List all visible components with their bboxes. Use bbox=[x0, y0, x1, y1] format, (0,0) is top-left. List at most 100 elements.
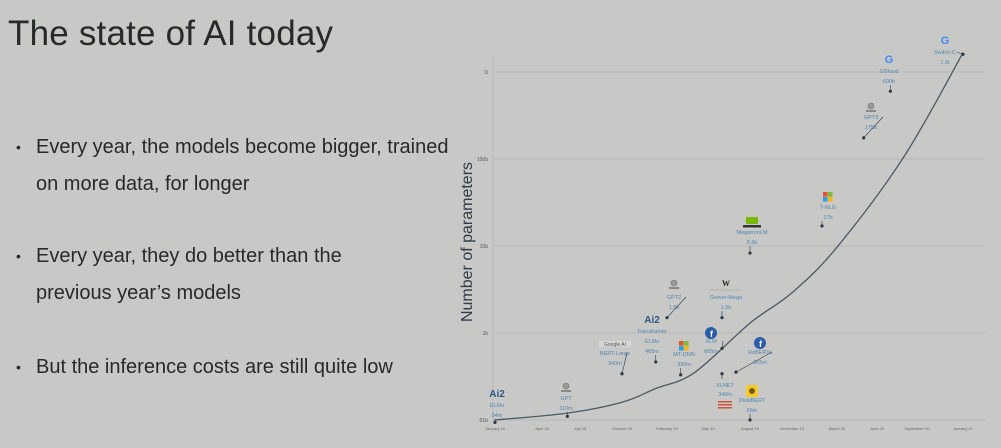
svg-text:Ai2: Ai2 bbox=[644, 315, 660, 326]
x-tick-label: January 18 bbox=[485, 426, 506, 431]
leader-line bbox=[666, 296, 687, 318]
model-params: 340m bbox=[608, 361, 622, 367]
model-params: 665m bbox=[704, 349, 718, 355]
data-point-gshard: G GShard 600b bbox=[880, 54, 898, 93]
bullet-dot-icon: • bbox=[16, 139, 21, 155]
data-point-megatronlm: MegatronLM 8.3b bbox=[737, 217, 768, 255]
y-tick-label: 10b bbox=[480, 244, 489, 250]
model-params: 17b bbox=[823, 215, 832, 221]
data-point-xlnet: XLNET 340m bbox=[716, 372, 735, 409]
model-name: ELMo bbox=[490, 403, 504, 409]
data-point-t-nlg: T-NLG 17b bbox=[820, 192, 836, 228]
svg-text:G: G bbox=[885, 54, 894, 66]
model-name: XLNET bbox=[716, 383, 734, 389]
model-params: 94m bbox=[492, 413, 503, 419]
microsoft-logo-icon bbox=[679, 341, 689, 351]
data-point-distilbert: DistilBERT 66m bbox=[739, 385, 766, 422]
openai-logo-icon bbox=[561, 382, 571, 392]
data-point-gpt2: GPT2 1.5b bbox=[665, 279, 687, 320]
data-point-gpt: GPT 110m bbox=[559, 382, 573, 418]
data-point-grover-mega: W Grover-Mega 1.5b bbox=[710, 279, 743, 320]
model-name: DistilBERT bbox=[739, 398, 766, 404]
model-name: GPT3 bbox=[864, 115, 878, 121]
svg-text:G: G bbox=[941, 35, 950, 47]
model-params: 465m bbox=[645, 349, 659, 355]
model-params: 330m bbox=[677, 362, 691, 368]
ai2-logo-icon: Ai2 bbox=[644, 315, 660, 326]
bullet-text: Every year, the models become bigger, tr… bbox=[36, 136, 449, 195]
openai-logo-icon bbox=[669, 279, 679, 289]
data-point-switch-c: G Switch-C 1.6t bbox=[934, 35, 965, 66]
facebook-logo-icon: f bbox=[705, 327, 717, 339]
model-params: 340m bbox=[718, 392, 732, 398]
data-point-bert-large: Google AI BERT-Large 340m bbox=[599, 341, 631, 376]
bullet-item: • Every year, they do better than the pr… bbox=[16, 238, 416, 312]
google-logo-icon: G bbox=[941, 35, 950, 47]
model-name: Switch-C bbox=[934, 50, 956, 56]
x-tick-label: April 18 bbox=[535, 426, 549, 431]
leader-line bbox=[721, 340, 724, 349]
model-name: Transformer bbox=[637, 329, 667, 335]
x-tick-label: January 21 bbox=[953, 426, 974, 431]
model-name: MT-DNN bbox=[673, 352, 694, 358]
grover-logo-icon: W bbox=[710, 279, 742, 291]
bullet-dot-icon: • bbox=[16, 248, 21, 264]
model-name: MegatronLM bbox=[737, 230, 768, 236]
model-params: 355m bbox=[753, 360, 767, 366]
bullet-item: • Every year, the models become bigger, … bbox=[16, 129, 456, 203]
y-tick-label: 1t bbox=[484, 70, 489, 76]
x-tick-label: June 20 bbox=[870, 426, 885, 431]
model-name: XLM bbox=[705, 339, 717, 345]
model-params: 600b bbox=[883, 79, 895, 85]
bullet-text: Every year, they do better than the prev… bbox=[36, 245, 342, 304]
bullet-item: • But the inference costs are still quit… bbox=[16, 349, 456, 386]
bullet-dot-icon: • bbox=[16, 359, 21, 375]
x-tick-label: May 19 bbox=[701, 426, 715, 431]
data-point-mt-dnn: MT-DNN 330m bbox=[673, 341, 695, 377]
x-tick-label: February 19 bbox=[656, 426, 678, 431]
model-name: GPT2 bbox=[667, 295, 681, 301]
svg-text:Google AI: Google AI bbox=[604, 342, 626, 348]
nvidia-logo-icon bbox=[743, 217, 761, 228]
openai-logo-icon bbox=[866, 102, 876, 112]
svg-text:Ai2: Ai2 bbox=[489, 389, 505, 400]
bullet-text: But the inference costs are still quite … bbox=[36, 356, 393, 378]
x-tick-label: March 20 bbox=[829, 426, 846, 431]
svg-text:W: W bbox=[722, 279, 730, 288]
model-name: BERT-Large bbox=[600, 351, 630, 357]
microsoft-logo-icon bbox=[823, 192, 833, 202]
model-params: 66m bbox=[747, 408, 758, 414]
model-params: 110m bbox=[559, 406, 573, 412]
cmu-logo-icon bbox=[718, 401, 732, 409]
huggingface-logo-icon bbox=[746, 385, 758, 397]
google-logo-icon: G bbox=[885, 54, 894, 66]
y-axis-label: Number of parameters bbox=[459, 162, 476, 322]
trend-curve bbox=[494, 52, 964, 421]
model-name: ELMo bbox=[645, 339, 659, 345]
model-name: Grover-Mega bbox=[710, 295, 743, 301]
model-name: T-NLG bbox=[820, 205, 836, 211]
model-name: RoBERTa bbox=[748, 350, 773, 356]
leader-line bbox=[956, 51, 964, 55]
google-ai-logo-icon: Google AI bbox=[599, 341, 631, 348]
y-tick-label: .01b bbox=[478, 418, 488, 424]
model-params: 175b bbox=[865, 125, 877, 131]
data-point-transformer-elmo: Ai2 Transformer ELMo 465m bbox=[637, 315, 667, 364]
leader-line bbox=[863, 116, 884, 139]
svg-text:f: f bbox=[759, 339, 763, 349]
data-point-gpt3: GPT3 175b bbox=[862, 102, 884, 140]
x-tick-label: October 18 bbox=[612, 426, 633, 431]
model-params: 1.5b bbox=[669, 305, 680, 311]
x-tick-label: December 19 bbox=[780, 426, 805, 431]
data-point-elmo: Ai2 ELMo 94m bbox=[489, 389, 505, 424]
facebook-logo-icon: f bbox=[754, 337, 766, 349]
leader-line bbox=[735, 351, 773, 373]
slide-title: The state of AI today bbox=[8, 14, 334, 53]
x-tick-label: July 18 bbox=[574, 426, 587, 431]
y-tick-label: 100b bbox=[477, 157, 488, 163]
model-name: GPT bbox=[560, 396, 572, 402]
model-params: 1.6t bbox=[940, 60, 950, 66]
